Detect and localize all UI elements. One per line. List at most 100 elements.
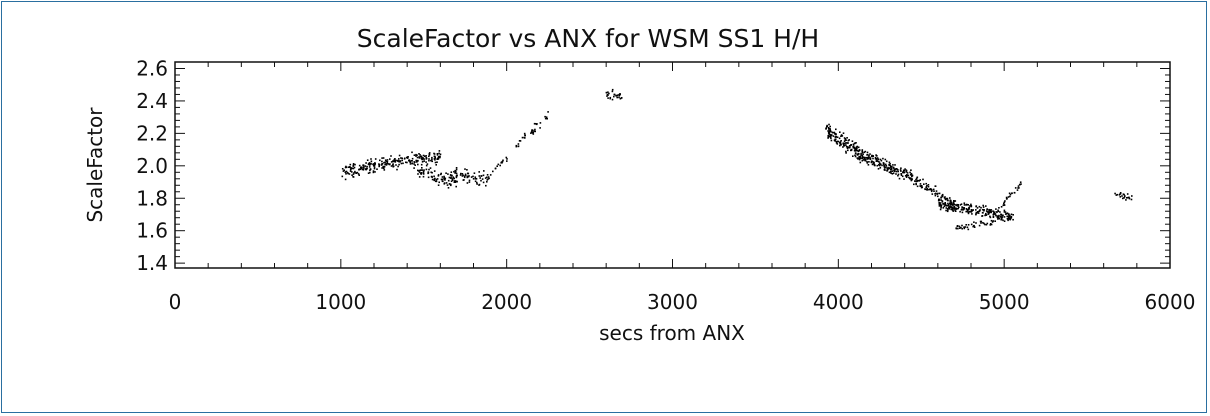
data-point <box>963 208 965 211</box>
data-point <box>835 128 837 131</box>
data-point <box>494 167 497 170</box>
data-point <box>919 179 921 181</box>
data-point <box>948 205 951 208</box>
data-point <box>545 116 548 118</box>
data-point <box>1001 218 1003 220</box>
data-point <box>877 168 880 170</box>
data-point <box>898 177 901 180</box>
data-point <box>982 204 984 207</box>
data-point <box>370 158 372 160</box>
data-point <box>373 167 376 170</box>
data-point <box>886 167 889 170</box>
data-point <box>934 194 937 197</box>
data-point <box>961 211 964 214</box>
data-point <box>884 163 887 166</box>
y-axis-tick-labels: 1.4 1.6 1.8 2.0 2.2 2.4 2.6 <box>136 56 168 275</box>
data-point <box>613 95 615 98</box>
data-point <box>935 192 937 195</box>
data-point <box>970 203 972 206</box>
data-point <box>454 181 457 183</box>
data-point <box>905 171 908 173</box>
data-point <box>850 144 852 146</box>
data-point <box>345 173 347 175</box>
data-point <box>409 163 412 165</box>
data-point <box>544 117 547 120</box>
data-point <box>957 227 959 230</box>
data-point <box>915 180 918 183</box>
data-point <box>396 168 398 171</box>
data-point <box>890 167 893 170</box>
data-point <box>933 190 935 192</box>
data-point <box>463 176 466 179</box>
data-point <box>439 153 442 156</box>
data-point <box>497 163 500 166</box>
data-point <box>517 143 520 145</box>
data-point <box>963 204 966 206</box>
data-point <box>992 210 994 212</box>
data-point <box>965 208 968 210</box>
data-point <box>1126 193 1129 195</box>
data-point <box>365 167 367 170</box>
data-point <box>844 139 846 141</box>
data-point <box>967 212 970 215</box>
data-point <box>366 165 368 168</box>
data-point <box>975 211 978 214</box>
data-point <box>971 210 973 213</box>
data-point <box>413 161 415 163</box>
data-point <box>618 93 620 96</box>
data-point <box>433 170 436 172</box>
y-tick-label: 1.4 <box>136 251 168 275</box>
data-point <box>848 145 851 147</box>
data-point <box>880 159 883 162</box>
data-point <box>954 210 957 212</box>
data-point <box>847 139 850 142</box>
data-point <box>384 161 387 163</box>
data-point <box>438 150 441 152</box>
data-point <box>829 129 832 132</box>
data-point <box>853 149 856 152</box>
data-point <box>451 174 453 177</box>
data-point <box>411 157 414 160</box>
data-point <box>890 172 892 174</box>
data-point <box>987 211 990 213</box>
data-point <box>888 161 891 164</box>
data-point <box>953 206 956 208</box>
x-axis-label: secs from ANX <box>599 321 745 345</box>
data-point <box>840 144 842 146</box>
data-point <box>887 166 889 169</box>
data-point <box>854 148 857 151</box>
data-point <box>968 206 971 209</box>
data-point <box>524 134 526 136</box>
data-point <box>418 156 420 158</box>
data-point <box>420 155 423 158</box>
data-point <box>472 175 474 178</box>
data-point <box>855 152 857 155</box>
data-point <box>935 190 938 192</box>
data-point <box>343 169 345 171</box>
data-point <box>1003 204 1006 206</box>
data-point <box>909 174 912 176</box>
data-point <box>919 183 922 185</box>
data-point <box>871 163 874 166</box>
data-point <box>411 162 414 165</box>
y-tick-label: 2.2 <box>136 121 168 145</box>
data-point <box>476 183 478 185</box>
data-point <box>972 209 974 211</box>
data-point <box>441 178 443 181</box>
data-point <box>831 131 833 134</box>
data-point <box>486 179 489 181</box>
data-point <box>346 172 349 174</box>
data-point <box>885 164 888 167</box>
data-point <box>947 204 950 206</box>
data-point <box>406 156 408 159</box>
data-point <box>363 166 365 168</box>
data-point <box>874 156 877 159</box>
data-point <box>840 134 843 136</box>
data-point <box>437 184 440 186</box>
data-point <box>546 117 548 120</box>
data-point <box>372 171 375 174</box>
data-point <box>385 164 388 166</box>
data-point <box>927 185 930 188</box>
data-point <box>975 213 977 216</box>
data-point <box>361 167 363 169</box>
